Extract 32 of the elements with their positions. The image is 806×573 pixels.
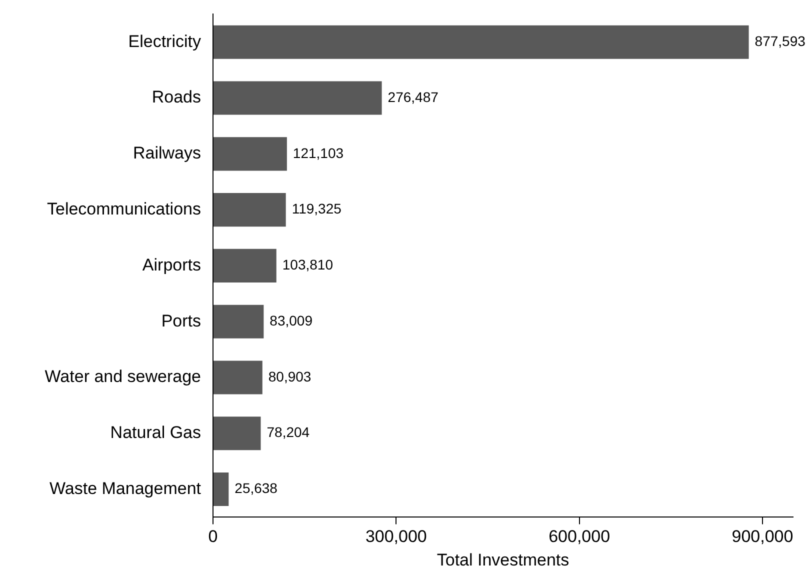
bar — [214, 248, 276, 282]
y-tick-label: Railways — [132, 144, 201, 163]
bar — [214, 137, 287, 171]
bar — [214, 193, 286, 227]
bar — [214, 81, 382, 115]
data-label: 80,903 — [268, 368, 312, 384]
data-label: 25,638 — [234, 480, 278, 496]
bar — [214, 360, 262, 394]
y-tick-label: Roads — [152, 88, 201, 107]
y-tick-label: Telecommunications — [46, 200, 201, 218]
y-tick-label: Ports — [161, 311, 201, 330]
x-tick-label: 900,000 — [732, 527, 794, 546]
data-label: 119,325 — [292, 200, 342, 217]
data-label: 276,487 — [388, 88, 439, 105]
y-tick-label: Airports — [142, 255, 201, 274]
data-label: 103,810 — [282, 256, 334, 273]
x-axis-title: Total Investments — [436, 550, 570, 570]
x-tick-label: 600,000 — [548, 527, 610, 546]
bar — [214, 472, 229, 506]
bar — [214, 304, 264, 338]
bar — [214, 416, 261, 450]
x-tick-label: 300,000 — [365, 527, 427, 546]
data-label: 83,009 — [270, 312, 313, 328]
y-tick-label: Waste Management — [50, 478, 202, 498]
bar — [214, 25, 749, 59]
y-tick-label: Natural Gas — [110, 423, 201, 442]
y-tick-label: Electricity — [128, 32, 202, 51]
data-label: 78,204 — [266, 424, 310, 440]
x-tick-label: 0 — [208, 527, 218, 546]
y-tick-label: Water and sewerage — [44, 367, 201, 386]
data-label: 121,103 — [292, 144, 344, 161]
data-label: 877,593 — [754, 33, 806, 50]
